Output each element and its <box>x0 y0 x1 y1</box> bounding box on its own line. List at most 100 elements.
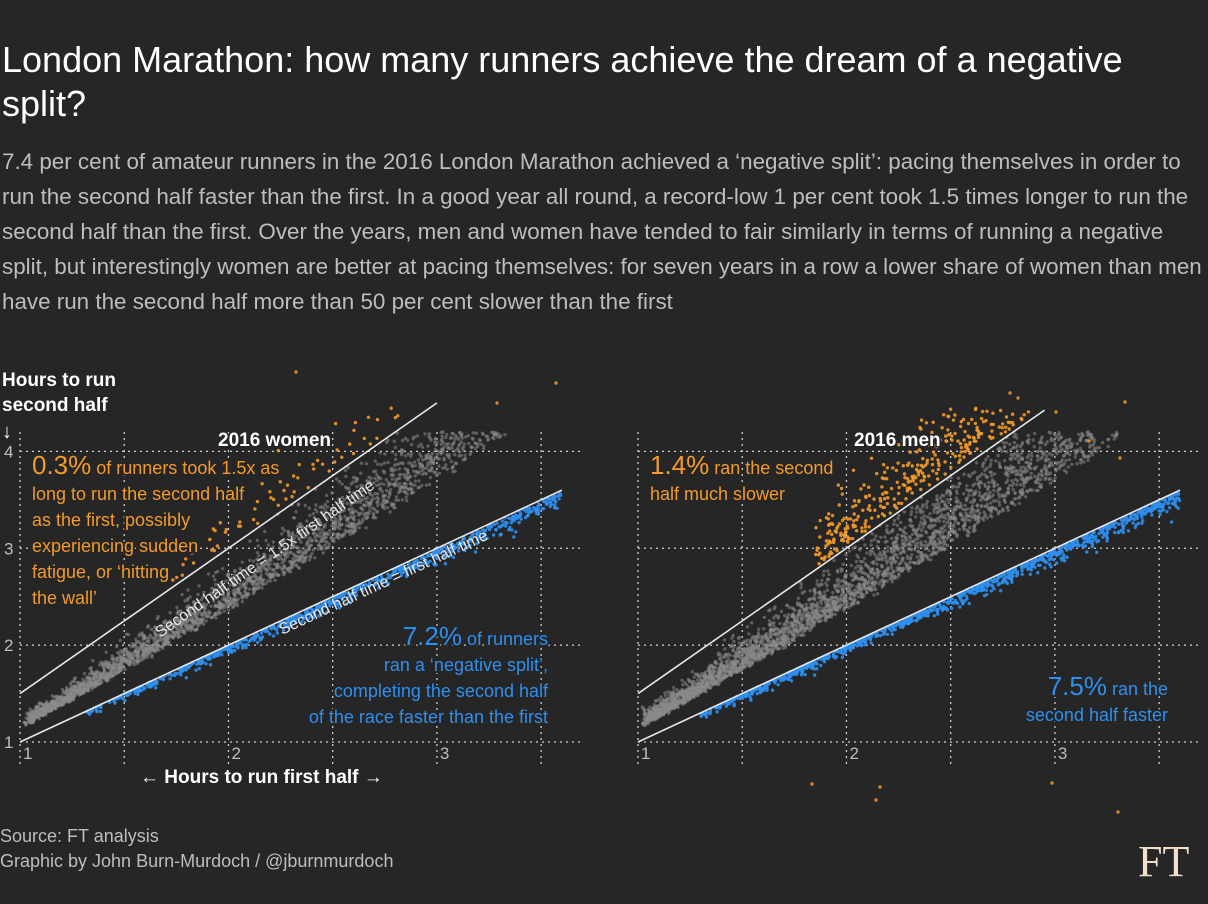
data-point <box>865 551 869 555</box>
data-point <box>319 521 323 526</box>
data-point-slower <box>223 530 228 534</box>
data-point-faster <box>558 493 563 497</box>
data-point <box>453 437 457 441</box>
data-point <box>858 548 862 552</box>
data-point <box>909 512 913 517</box>
data-point <box>1032 431 1037 436</box>
data-point <box>413 474 417 478</box>
data-point <box>935 498 940 502</box>
data-point <box>241 596 245 600</box>
data-point <box>386 480 391 485</box>
data-point <box>132 660 136 664</box>
data-point <box>324 493 329 498</box>
data-point <box>459 453 463 458</box>
data-point <box>453 461 458 465</box>
data-point <box>211 574 216 578</box>
data-point <box>219 605 224 610</box>
data-point <box>159 645 163 649</box>
data-point <box>273 578 277 582</box>
data-point <box>441 430 445 434</box>
data-point <box>213 570 218 575</box>
data-point <box>1017 461 1021 465</box>
data-point-faster <box>525 514 530 518</box>
data-point <box>692 675 696 679</box>
data-point <box>288 559 292 564</box>
data-point <box>385 499 389 503</box>
data-point <box>391 502 396 507</box>
data-point <box>164 639 169 643</box>
data-point <box>459 440 464 444</box>
data-point <box>269 574 273 578</box>
data-point <box>119 658 124 662</box>
data-point <box>247 587 252 591</box>
data-point <box>62 701 66 705</box>
data-point <box>101 666 106 670</box>
data-point-faster <box>154 686 158 690</box>
data-point <box>895 523 900 528</box>
data-point <box>989 501 993 505</box>
data-point <box>476 442 480 446</box>
data-point <box>297 565 301 569</box>
data-point <box>310 552 314 556</box>
data-point <box>420 464 424 468</box>
data-point <box>347 486 351 490</box>
data-point <box>296 557 300 562</box>
data-point <box>403 436 408 440</box>
data-point <box>134 653 138 658</box>
data-point <box>956 476 961 480</box>
data-point <box>343 468 347 473</box>
data-point <box>985 487 990 492</box>
data-point <box>321 551 325 555</box>
data-point <box>68 690 73 694</box>
data-point-slower <box>285 483 290 487</box>
data-point <box>346 466 350 470</box>
data-point <box>947 500 951 505</box>
data-point-faster <box>473 550 478 554</box>
data-point <box>382 494 386 498</box>
data-point <box>989 458 993 462</box>
data-point <box>815 582 819 587</box>
data-point <box>442 458 446 462</box>
data-point <box>762 627 766 631</box>
data-point <box>1035 454 1040 458</box>
data-point <box>1014 496 1019 501</box>
data-point <box>258 577 262 581</box>
data-point <box>856 569 860 574</box>
data-point <box>419 454 423 459</box>
data-point <box>404 482 408 486</box>
data-point <box>293 554 297 558</box>
data-point <box>919 540 923 544</box>
data-point <box>802 610 806 615</box>
data-point <box>340 534 344 538</box>
data-point <box>923 540 928 544</box>
data-point <box>380 490 384 494</box>
data-point <box>128 660 133 664</box>
data-point-faster <box>199 660 203 664</box>
data-point <box>384 477 388 482</box>
data-point <box>415 434 420 438</box>
data-point-faster <box>196 660 200 664</box>
data-point <box>418 452 422 456</box>
data-point-faster <box>230 650 234 654</box>
data-point <box>983 468 987 473</box>
data-point <box>687 678 692 683</box>
data-point-slower <box>215 544 220 548</box>
data-point-faster <box>524 509 528 514</box>
data-point <box>775 636 779 640</box>
data-point <box>409 454 413 458</box>
data-point <box>43 707 47 711</box>
data-point-slower <box>211 527 215 531</box>
data-point <box>835 595 839 599</box>
data-point <box>35 714 39 718</box>
data-point-slower <box>180 573 184 577</box>
data-point-slower <box>181 562 185 567</box>
data-point <box>89 669 94 673</box>
data-point <box>478 439 483 443</box>
data-point <box>865 572 870 577</box>
data-point-faster <box>500 523 504 528</box>
data-point <box>205 602 209 607</box>
data-point <box>479 442 484 447</box>
data-point <box>874 534 878 538</box>
data-point <box>244 592 248 597</box>
data-point <box>875 562 879 566</box>
